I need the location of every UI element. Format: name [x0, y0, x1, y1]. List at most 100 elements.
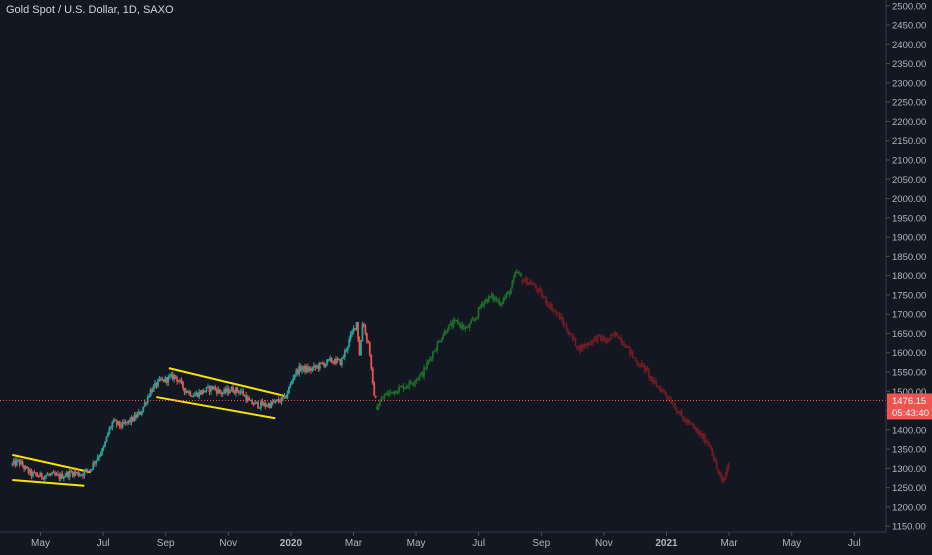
candle-body — [283, 395, 286, 398]
projection-candle-down-body — [553, 310, 556, 312]
candle-body — [229, 391, 231, 394]
projection-candle-down-body — [637, 364, 640, 366]
x-tick-label: Sep — [532, 538, 550, 549]
x-tick-label: Mar — [345, 538, 363, 549]
projection-candle-up-body — [406, 386, 409, 388]
candle-body — [237, 391, 240, 393]
countdown-label: 05:43:40 — [892, 408, 929, 419]
x-tick-label: 2021 — [655, 538, 678, 549]
x-tick-label: Jul — [472, 538, 485, 549]
x-tick-label: Mar — [720, 538, 738, 549]
trendlines — [12, 367, 285, 487]
candle-body — [370, 354, 373, 369]
projection-candle-up-body — [520, 273, 523, 277]
projection-candle-down-body — [551, 304, 553, 311]
candle-body — [18, 459, 21, 465]
projection-candle-down-body — [530, 281, 533, 285]
candle-body — [374, 395, 377, 398]
candle-body — [171, 374, 174, 380]
projection-candle-up-body — [383, 395, 386, 399]
projection-candle-down-body — [664, 390, 667, 395]
candle-body — [123, 422, 126, 424]
projection-candle-down-body — [655, 382, 658, 387]
candle-body — [276, 399, 279, 401]
candle-body — [190, 395, 193, 397]
candle-body — [340, 358, 343, 366]
projection-candle-up-body — [512, 276, 515, 281]
projection-candle-up-body — [461, 324, 464, 328]
candle-body — [90, 469, 93, 471]
candle-body — [155, 382, 158, 387]
candle-body — [37, 476, 40, 478]
candle-body — [240, 391, 243, 393]
candle-body — [133, 414, 136, 421]
candle-body — [345, 350, 348, 352]
projection-candle-down-body — [715, 461, 718, 469]
candle-body — [104, 442, 106, 447]
candle-body — [99, 454, 102, 457]
projection-candle-down-body — [714, 459, 717, 462]
projection-candle-up-body — [495, 297, 498, 301]
candle-body — [118, 421, 121, 426]
candle-body — [251, 399, 254, 405]
candle-body — [249, 399, 252, 401]
projection-candle-down-body — [642, 363, 645, 365]
projection-candle-up-body — [493, 297, 496, 300]
projection-candle-down-body — [683, 418, 686, 422]
candle-body — [168, 376, 171, 378]
candle-body — [54, 472, 56, 476]
candle-body — [165, 377, 168, 383]
projection-candle-down-body — [631, 351, 634, 358]
projection-candle-down-body — [580, 345, 583, 352]
last-price-label: 1476.15 — [892, 396, 926, 407]
candle-body — [199, 391, 202, 395]
trendline — [168, 367, 285, 397]
candle-body — [17, 459, 20, 461]
candle-body — [268, 403, 271, 408]
projection-candle-down-body — [621, 342, 624, 344]
projection-candle-down-body — [552, 310, 555, 312]
projection-candle-down-body — [640, 363, 643, 368]
projection-candle-down-body — [608, 338, 611, 340]
projection-candle-down-body — [599, 334, 602, 338]
projection-candle-down-body — [562, 321, 565, 326]
candle-body — [71, 471, 74, 476]
projection-candle-up-body — [434, 350, 437, 352]
candle-body — [326, 359, 329, 364]
time-axis[interactable]: May Jul Sep Nov 2020 Mar May Jul Sep Nov 2021 Mar Ma… — [31, 532, 861, 549]
candle-body — [257, 401, 259, 408]
candle-body — [45, 475, 48, 477]
candle-body — [196, 392, 199, 397]
candle-body — [164, 377, 167, 382]
candle-body — [338, 359, 340, 361]
candle-body — [189, 391, 192, 396]
candle-body — [233, 392, 236, 394]
candle-body — [330, 358, 333, 362]
candle-body — [358, 339, 361, 356]
projection-candle-down-body — [528, 281, 531, 283]
candle-body — [204, 391, 206, 393]
projection-candle-up-body — [390, 391, 393, 393]
candle-body — [315, 365, 318, 368]
projection-candle-up-body — [465, 326, 468, 329]
candle-body — [137, 411, 140, 414]
projection-candle-up-body — [451, 323, 453, 327]
candle-body — [114, 419, 117, 421]
projection-candle-down-body — [702, 434, 705, 439]
candle-body — [27, 468, 30, 474]
candle-body — [264, 402, 267, 407]
candle-body — [243, 395, 246, 397]
candle-body — [52, 472, 55, 474]
projection-candle-up-body — [379, 401, 381, 406]
candle-body — [126, 421, 128, 423]
candle-body — [346, 346, 349, 351]
projection-candle-up-body — [477, 307, 480, 318]
candle-body — [67, 471, 70, 477]
projection-candle-down-body — [693, 426, 696, 428]
y-tick-label: 1550.00 — [892, 368, 926, 379]
y-tick-label: 2400.00 — [892, 40, 926, 51]
candle-body — [355, 322, 358, 330]
